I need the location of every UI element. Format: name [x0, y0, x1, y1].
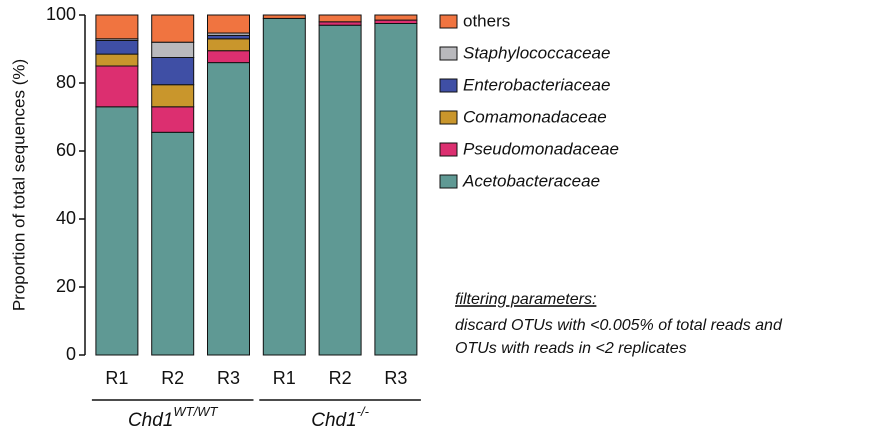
bar-segment [151, 57, 195, 86]
bar-segment [318, 14, 362, 23]
bar-segment [207, 34, 250, 40]
bar-segment [318, 24, 362, 356]
x-tick-label: R2 [161, 368, 184, 388]
group-name: Chd1 [311, 410, 356, 431]
legend-label: Pseudomonadaceae [463, 139, 619, 158]
group-label: Chd1-/- [311, 404, 369, 431]
bar-segment [95, 14, 139, 40]
bar-segment [95, 53, 139, 67]
annotation-line: OTUs with reads in <2 replicates [455, 340, 687, 357]
legend-label: Staphylococcaceae [463, 43, 610, 62]
bar-segment [151, 41, 195, 59]
legend-label: Acetobacteraceae [462, 171, 600, 190]
bar-segment [262, 14, 306, 19]
group-sup: WT/WT [173, 404, 218, 419]
bar-segment [95, 40, 139, 55]
group-name: Chd1 [128, 410, 173, 431]
bar-segment [374, 14, 418, 21]
bar-segment [207, 14, 250, 34]
legend-label: Enterobacteriaceae [463, 75, 610, 94]
group-label: Chd1WT/WT [128, 404, 219, 431]
bar-segment [318, 21, 362, 26]
bar-segment [374, 23, 418, 356]
legend-swatch [439, 46, 458, 61]
bar-segment [374, 19, 418, 25]
annotation-title: filtering parameters: [455, 291, 596, 308]
x-tick-label: R3 [217, 368, 240, 388]
legend-swatch [439, 142, 458, 157]
bar-segment [151, 131, 195, 356]
bar-segment [207, 38, 250, 52]
y-tick-label: 0 [66, 344, 76, 364]
legend-label: others [463, 11, 510, 30]
group-sup: -/- [357, 404, 370, 419]
annotation-line: discard OTUs with <0.005% of total reads… [455, 317, 783, 334]
y-tick-label: 60 [56, 140, 76, 160]
bar-segment [151, 14, 195, 43]
y-tick-label: 80 [56, 72, 76, 92]
legend-swatch [439, 174, 458, 189]
legend-swatch [439, 110, 458, 125]
x-tick-label: R3 [384, 368, 407, 388]
bar-segment [95, 106, 139, 356]
bar-segment [207, 50, 250, 64]
y-axis-label: Proportion of total sequences (%) [9, 59, 28, 311]
y-tick-label: 100 [46, 4, 76, 24]
x-tick-label: R1 [273, 368, 296, 388]
bar-segment [95, 65, 139, 108]
y-tick-label: 20 [56, 276, 76, 296]
legend-swatch [439, 14, 458, 29]
legend-swatch [439, 78, 458, 93]
bar-segment [262, 17, 306, 356]
bar-segment [207, 62, 250, 356]
y-tick-label: 40 [56, 208, 76, 228]
bar-segment [151, 106, 195, 133]
bar-segment [151, 84, 195, 108]
x-tick-label: R1 [105, 368, 128, 388]
x-tick-label: R2 [329, 368, 352, 388]
legend-label: Comamonadaceae [463, 107, 607, 126]
